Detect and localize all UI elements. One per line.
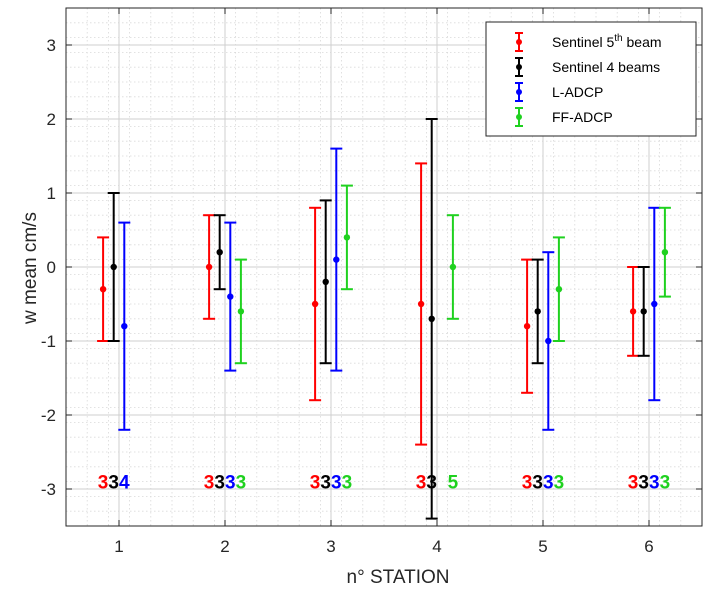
mean-point xyxy=(333,256,340,263)
legend-entry: L-ADCP xyxy=(515,82,603,102)
legend-marker-point xyxy=(516,114,522,120)
count-label: 3 xyxy=(342,473,353,494)
mean-point xyxy=(227,293,234,300)
count-label: 3 xyxy=(532,473,543,494)
count-label: 4 xyxy=(119,473,130,494)
count-label: 3 xyxy=(543,473,554,494)
y-tick-label: 0 xyxy=(47,258,56,277)
mean-point xyxy=(523,323,531,330)
mean-point xyxy=(555,286,563,293)
y-tick-label: 1 xyxy=(47,184,56,203)
count-labels: 3 3 3 3 3 33 3 3 3 3 34 3 3 3 33 3 5 3 3 xyxy=(98,473,670,494)
count-label: 3 xyxy=(660,473,671,494)
mean-point xyxy=(417,300,425,308)
mean-point xyxy=(205,263,213,271)
mean-point xyxy=(216,249,223,256)
mean-point xyxy=(322,278,329,285)
count-label: 3 xyxy=(638,473,649,494)
x-tick-label: 4 xyxy=(432,537,441,556)
mean-point xyxy=(534,308,541,315)
series-l-adcp xyxy=(118,147,661,431)
mean-point xyxy=(121,323,128,330)
legend-label: FF-ADCP xyxy=(552,109,613,125)
legend-entry: Sentinel 5th beam xyxy=(515,32,662,52)
legend-entry: FF-ADCP xyxy=(515,107,613,127)
x-tick-label: 6 xyxy=(644,537,653,556)
y-tick-label: 2 xyxy=(47,110,56,129)
count-label: 3 xyxy=(214,473,225,494)
mean-point xyxy=(110,263,117,271)
x-tick-label: 1 xyxy=(114,537,123,556)
mean-point xyxy=(661,249,669,256)
count-label: 3 xyxy=(98,473,109,494)
count-label: 3 xyxy=(204,473,215,494)
count-label: 3 xyxy=(310,473,321,494)
series-ff-adcp xyxy=(234,184,671,365)
count-label: 3 xyxy=(649,473,660,494)
count-label: 3 xyxy=(225,473,236,494)
count-label: 3 xyxy=(554,473,565,494)
count-label: 3 xyxy=(108,473,119,494)
legend-label: L-ADCP xyxy=(552,84,603,100)
count-label: 3 xyxy=(416,473,427,494)
x-tick-label: 2 xyxy=(220,537,229,556)
mean-point xyxy=(99,286,107,293)
mean-point xyxy=(629,308,637,315)
mean-point xyxy=(428,315,435,322)
legend-marker-point xyxy=(516,89,522,95)
count-label: 3 xyxy=(628,473,639,494)
count-label: 3 xyxy=(236,473,247,494)
series-sentinel-4-beams xyxy=(107,118,650,520)
y-axis-label: w mean cm/s xyxy=(20,212,41,325)
y-tick-label: 3 xyxy=(47,36,56,55)
mean-point xyxy=(343,234,351,241)
legend-entry: Sentinel 4 beams xyxy=(515,57,660,77)
y-tick-label: -3 xyxy=(41,480,56,499)
count-label: 3 xyxy=(426,473,437,494)
y-tick-label: -2 xyxy=(41,406,56,425)
series-layer xyxy=(97,118,671,520)
mean-point xyxy=(311,300,319,308)
count-label: 3 xyxy=(320,473,331,494)
y-tick-label: -1 xyxy=(41,332,56,351)
count-label: 5 xyxy=(448,473,459,494)
legend-marker-point xyxy=(516,39,522,45)
mean-point xyxy=(237,308,245,315)
count-label: 3 xyxy=(522,473,533,494)
mean-point xyxy=(545,337,552,345)
x-tick-label: 5 xyxy=(538,537,547,556)
series-sentinel-5th-beam xyxy=(97,162,640,446)
mean-point xyxy=(449,263,457,271)
mean-point xyxy=(640,308,647,315)
mean-point xyxy=(651,300,658,308)
legend: Sentinel 5th beam Sentinel 4 beams L-ADCP F… xyxy=(485,21,697,137)
count-label: 3 xyxy=(331,473,342,494)
legend-label: Sentinel 4 beams xyxy=(552,59,660,75)
legend-label: Sentinel 5th beam xyxy=(552,33,662,50)
x-axis-label: n° STATION xyxy=(347,567,450,588)
x-tick-label: 3 xyxy=(326,537,335,556)
legend-marker-point xyxy=(516,64,522,70)
